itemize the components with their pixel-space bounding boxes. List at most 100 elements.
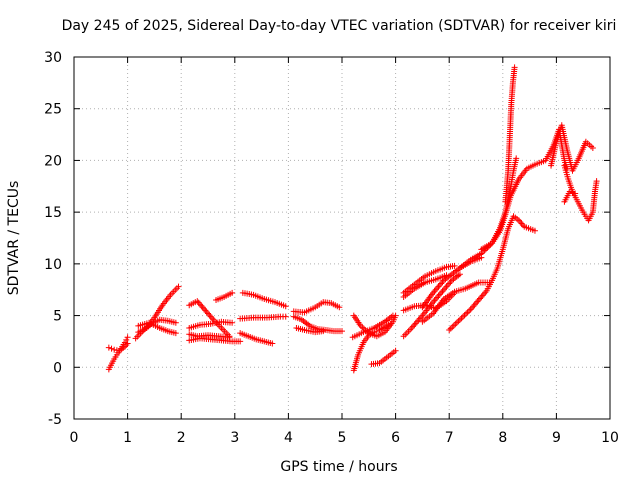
data-point-dense <box>479 292 486 299</box>
data-point-dense <box>431 297 438 304</box>
data-point-dense <box>569 189 576 196</box>
data-point-dense <box>473 300 479 307</box>
data-point-dense <box>478 293 485 300</box>
plot-frame <box>73 56 611 420</box>
grid-lines <box>74 57 610 419</box>
y-tick-label: 10 <box>44 257 62 273</box>
x-axis-label: GPS time / hours <box>280 459 397 475</box>
data-point <box>282 313 289 320</box>
data-point-dense <box>453 319 460 326</box>
y-axis-label: SDTVAR / TECUs <box>6 181 22 296</box>
data-point-dense <box>410 323 417 330</box>
data-point-dense <box>439 288 446 295</box>
data-point-dense <box>206 312 213 319</box>
data-point <box>589 145 596 152</box>
data-point <box>389 312 396 319</box>
data-point <box>531 227 538 234</box>
data-point <box>175 283 182 290</box>
data-point-dense <box>442 285 449 292</box>
data-point <box>456 316 463 323</box>
data-point <box>511 64 518 71</box>
data-point <box>282 303 289 310</box>
data-point <box>593 178 600 185</box>
data-point-dense <box>432 296 439 303</box>
data-point <box>566 188 573 195</box>
data-point-dense <box>449 324 456 331</box>
data-point <box>229 289 236 296</box>
data-point-dense <box>203 308 210 315</box>
data-point <box>440 286 447 293</box>
data-point-dense <box>207 313 214 320</box>
data-point-dense <box>435 292 442 299</box>
x-tick-label: 7 <box>445 430 454 446</box>
data-point-dense <box>411 321 418 328</box>
data-point-dense <box>198 302 205 309</box>
data-point-dense <box>474 298 481 305</box>
data-point-dense <box>438 289 445 296</box>
data-point-dense <box>195 299 202 306</box>
x-tick-label: 8 <box>498 430 507 446</box>
x-tick-label: 1 <box>123 430 132 446</box>
y-tick-label: 30 <box>44 50 62 66</box>
data-point-dense <box>466 307 473 314</box>
x-tick-label: 3 <box>230 430 239 446</box>
data-point-dense <box>443 283 450 290</box>
data-point-dense <box>432 286 439 293</box>
data-point-dense <box>436 291 443 298</box>
data-point-dense <box>436 282 443 289</box>
x-tick-label: 4 <box>284 430 293 446</box>
data-point <box>446 327 453 334</box>
x-tick-label: 6 <box>391 430 400 446</box>
data-point <box>229 319 236 326</box>
y-tick-label: 15 <box>44 205 62 221</box>
data-point-dense <box>470 303 477 310</box>
data-point-dense <box>463 310 470 317</box>
data-point <box>226 333 233 340</box>
y-tick-label: 5 <box>53 309 62 325</box>
data-point-dense <box>452 321 459 328</box>
data-point-dense <box>123 336 130 343</box>
data-point-dense <box>455 318 462 325</box>
data-point <box>475 297 482 304</box>
data-point <box>172 330 179 337</box>
x-tick-label: 0 <box>70 430 79 446</box>
data-point <box>451 262 458 269</box>
data-point-dense <box>199 304 206 311</box>
data-point-dense <box>113 347 120 354</box>
data-point-dense <box>447 278 454 285</box>
data-point <box>456 271 463 278</box>
data-point-dense <box>450 322 457 329</box>
x-tick-label: 2 <box>177 430 186 446</box>
data-point <box>237 338 244 345</box>
data-point <box>339 328 345 335</box>
data-point-dense <box>459 313 466 320</box>
data-point-dense <box>461 312 468 319</box>
data-point-dense <box>464 309 471 316</box>
data-point-dense <box>200 305 207 312</box>
y-tick-label: -5 <box>48 412 62 428</box>
data-point-dense <box>471 301 478 308</box>
data-point-dense <box>481 290 488 297</box>
data-point-dense <box>477 295 484 302</box>
data-point-dense <box>444 282 451 289</box>
y-tick-label: 20 <box>44 153 62 169</box>
data-point <box>269 340 276 347</box>
data-point-dense <box>415 317 422 324</box>
data-point <box>111 346 118 353</box>
x-tick-label: 9 <box>552 430 561 446</box>
chart-title: Day 245 of 2025, Sidereal Day-to-day VTE… <box>62 18 617 34</box>
data-point-dense <box>434 285 441 292</box>
y-tick-label: 0 <box>53 360 62 376</box>
data-point <box>572 190 579 197</box>
data-point <box>124 340 131 347</box>
data-point <box>513 155 520 162</box>
data-point <box>467 306 474 313</box>
data-point <box>336 304 343 311</box>
data-point-dense <box>373 328 380 335</box>
data-point-dense <box>435 283 442 290</box>
data-point-dense <box>434 294 441 301</box>
data-point <box>172 319 179 326</box>
data-point-dense <box>412 320 419 327</box>
data-point-dense <box>446 280 453 287</box>
